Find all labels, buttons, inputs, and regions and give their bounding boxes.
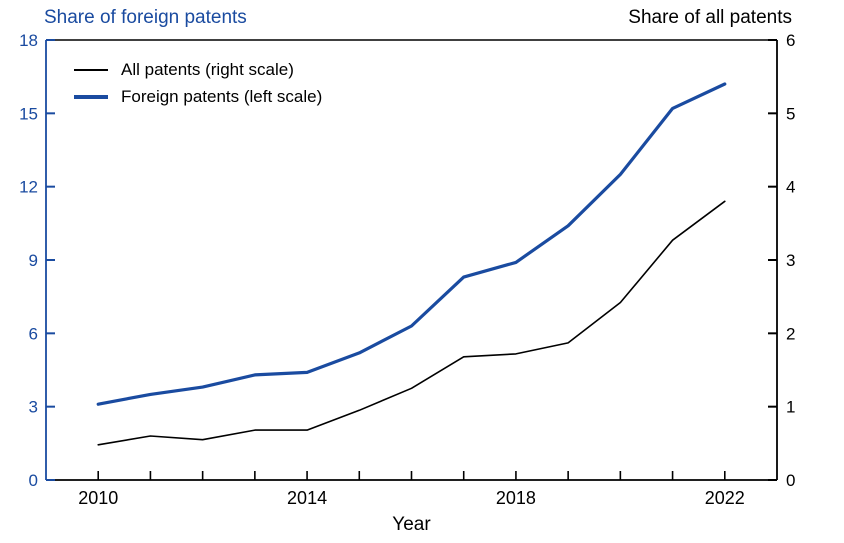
x-axis-tick-label: 2022	[705, 488, 745, 508]
right-axis-tick-label: 3	[786, 251, 795, 270]
right-axis-tick-label: 2	[786, 324, 795, 343]
right-axis-tick-label: 4	[786, 178, 795, 197]
left-axis-tick-label: 6	[29, 324, 38, 343]
right-axis-title: Share of all patents	[628, 7, 792, 28]
x-axis-tick-label: 2010	[78, 488, 118, 508]
legend-item-all-patents: All patents (right scale)	[74, 60, 322, 80]
left-axis-tick-label: 18	[19, 31, 38, 50]
legend-label: Foreign patents (left scale)	[121, 87, 323, 106]
x-axis-tick-label: 2018	[496, 488, 536, 508]
all-patents-line-swatch-icon	[74, 69, 108, 71]
right-axis-tick-label: 1	[786, 398, 795, 417]
series-line-foreign-patents-left-scale	[96, 82, 727, 406]
legend-label: All patents (right scale)	[121, 60, 294, 79]
legend-item-foreign-patents: Foreign patents (left scale)	[74, 87, 322, 107]
left-axis-tick-label: 3	[29, 398, 38, 417]
x-axis-title: Year	[392, 514, 431, 535]
legend: All patents (right scale) Foreign patent…	[74, 60, 322, 107]
left-axis-tick-label: 0	[29, 471, 38, 490]
right-axis-tick-label: 0	[786, 471, 795, 490]
x-axis-tick-label: 2014	[287, 488, 327, 508]
foreign-patents-line-swatch-icon	[74, 95, 108, 99]
left-axis-tick-label: 12	[19, 178, 38, 197]
right-axis-tick-label: 5	[786, 104, 795, 123]
series-line-all-patents-right-scale	[97, 200, 726, 446]
left-axis-tick-label: 15	[19, 104, 38, 123]
left-axis-tick-label: 9	[29, 251, 38, 270]
right-axis-tick-label: 6	[786, 31, 795, 50]
left-axis-title: Share of foreign patents	[44, 7, 247, 28]
